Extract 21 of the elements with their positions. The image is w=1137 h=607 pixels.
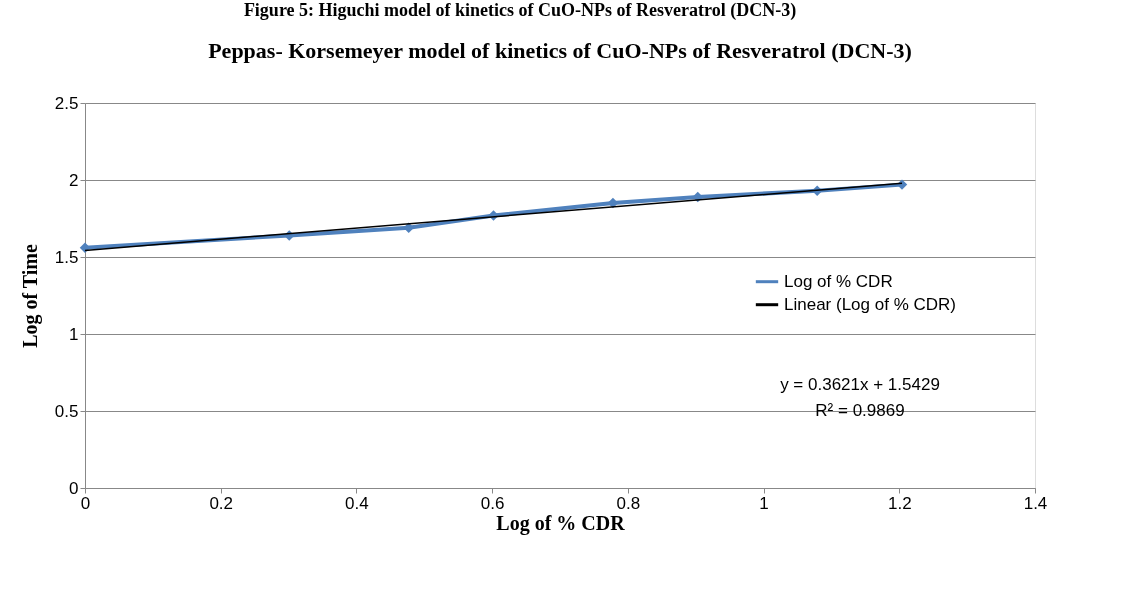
- x-tick-label: 1.2: [887, 493, 912, 513]
- y-tick-label: 0.5: [54, 401, 79, 421]
- y-axis-title: Log of Time: [18, 244, 42, 348]
- legend-label: Log of % CDR: [784, 271, 893, 291]
- annotation: R² = 0.9869: [815, 401, 905, 420]
- y-tick-label: 1.5: [54, 247, 79, 267]
- x-tick-label: 0.6: [480, 493, 505, 513]
- x-tick-label: 0.8: [616, 493, 641, 513]
- caption: Figure 5: Higuchi model of kinetics of CuO-NPs of Resveratrol (DCN-3): [243, 0, 797, 21]
- x-tick-label: 1.4: [1023, 493, 1048, 513]
- x-axis-title: Log of % CDR: [496, 511, 626, 535]
- legend-label: Linear (Log of % CDR): [784, 294, 956, 314]
- y-tick-label: 0: [69, 478, 79, 498]
- x-tick-label: 1: [759, 493, 769, 513]
- y-tick-label: 2.5: [54, 93, 79, 113]
- annotation: y = 0.3621x + 1.5429: [780, 375, 940, 394]
- x-tick-label: 0.2: [209, 493, 234, 513]
- x-tick-label: 0.4: [345, 493, 369, 513]
- chart-title: Peppas- Korsemeyer model of kinetics of CuO-NPs of Resveratrol (DCN-3): [208, 38, 912, 63]
- y-tick-label: 2: [69, 170, 79, 190]
- y-tick-label: 1: [69, 324, 79, 344]
